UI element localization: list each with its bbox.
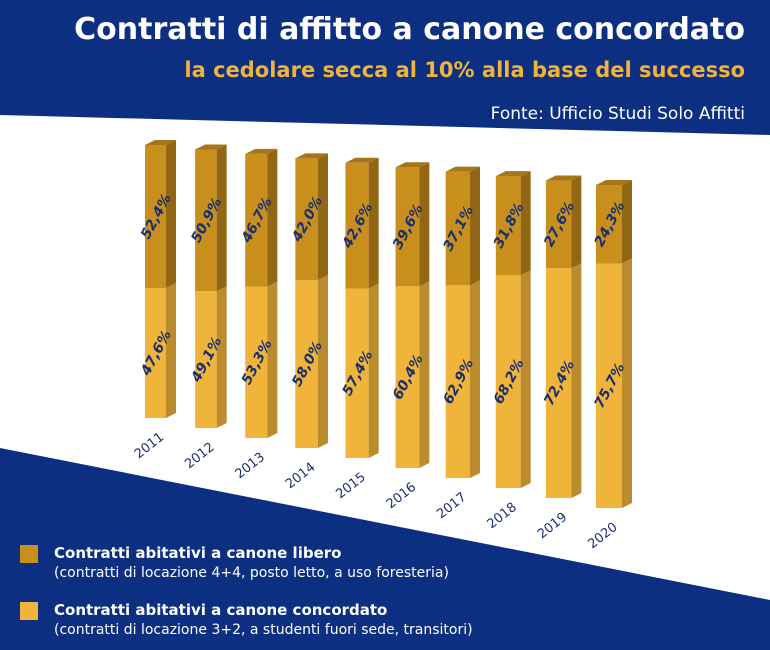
top-blue-band: [0, 0, 770, 135]
bar-libero-2019: [545, 180, 572, 269]
legend-description-libero: (contratti di locazione 4+4, posto letto…: [54, 565, 449, 581]
bar-top-libero-2013: [245, 148, 278, 154]
year-label-2015: 2015: [333, 470, 368, 502]
bar-side-concordato-2014: [318, 274, 328, 448]
bar-side-concordato-2013: [267, 281, 278, 438]
bar-concordato-2017: [445, 285, 470, 478]
bar-top-libero-2015: [345, 157, 379, 163]
legend-label-libero: Contratti abitativi a canone libero: [54, 544, 342, 562]
bar-concordato-2019: [545, 268, 572, 498]
year-label-2013: 2013: [233, 450, 268, 482]
legend-description-concordato: (contratti di locazione 3+2, a studenti …: [54, 622, 473, 638]
bar-side-libero-2019: [571, 175, 582, 269]
bar-side-concordato-2019: [571, 263, 582, 498]
bar-libero-2020: [596, 185, 622, 264]
bar-concordato-2018: [495, 275, 521, 488]
year-label-2012: 2012: [182, 440, 217, 472]
year-label-2016: 2016: [384, 480, 419, 512]
bar-libero-2016: [395, 167, 420, 287]
bar-side-concordato-2012: [216, 286, 227, 428]
legend-label-concordato: Contratti abitativi a canone concordato: [54, 601, 388, 619]
bar-top-libero-2014: [295, 153, 328, 159]
bar-top-libero-2018: [495, 171, 531, 177]
bar-concordato-2015: [345, 288, 369, 458]
bar-libero-2014: [295, 158, 318, 280]
bar-libero-2015: [345, 162, 369, 289]
bar-side-concordato-2011: [166, 283, 176, 418]
bar-libero-2011: [145, 145, 166, 289]
bar-libero-2018: [495, 176, 521, 276]
bar-top-libero-2019: [545, 175, 582, 181]
bar-top-libero-2012: [195, 144, 227, 150]
bar-top-libero-2011: [145, 140, 176, 145]
year-label-2011: 2011: [132, 430, 167, 462]
year-label-2017: 2017: [434, 490, 469, 522]
bar-concordato-2011: [145, 288, 166, 418]
bar-side-libero-2012: [216, 144, 227, 292]
bar-side-concordato-2018: [520, 270, 531, 488]
bar-side-libero-2014: [318, 153, 328, 280]
bottom-blue-band: [0, 448, 770, 650]
bar-concordato-2014: [295, 279, 318, 448]
legend-swatch-libero: [20, 545, 38, 563]
bar-side-libero-2013: [267, 148, 278, 287]
bar-concordato-2012: [195, 291, 217, 428]
bar-side-concordato-2020: [622, 258, 632, 508]
legend-swatch-concordato: [20, 602, 38, 620]
year-label-2014: 2014: [283, 460, 318, 492]
bar-side-concordato-2016: [419, 281, 430, 468]
bar-concordato-2013: [245, 286, 268, 438]
bar-side-libero-2017: [470, 166, 480, 286]
bar-concordato-2020: [596, 263, 622, 508]
bar-libero-2013: [245, 153, 268, 287]
bar-top-libero-2016: [395, 162, 430, 168]
bar-side-libero-2011: [166, 140, 176, 289]
bar-side-libero-2020: [622, 180, 632, 264]
bar-side-concordato-2017: [470, 280, 480, 478]
bar-top-libero-2017: [445, 166, 480, 172]
chart-subtitle: la cedolare secca al 10% alla base del s…: [184, 58, 745, 82]
bar-side-libero-2016: [419, 162, 430, 287]
bar-side-libero-2018: [520, 171, 531, 276]
chart-title: Contratti di affitto a canone concordato: [74, 12, 745, 47]
bar-libero-2012: [195, 149, 217, 292]
source-note: Fonte: Ufficio Studi Solo Affitti: [490, 104, 745, 124]
bar-top-libero-2020: [596, 180, 632, 185]
bar-side-concordato-2015: [368, 283, 379, 458]
year-label-2018: 2018: [485, 500, 520, 532]
bar-libero-2017: [445, 171, 470, 286]
year-label-2019: 2019: [535, 510, 570, 542]
bar-side-libero-2015: [368, 157, 379, 289]
bar-concordato-2016: [395, 286, 420, 468]
